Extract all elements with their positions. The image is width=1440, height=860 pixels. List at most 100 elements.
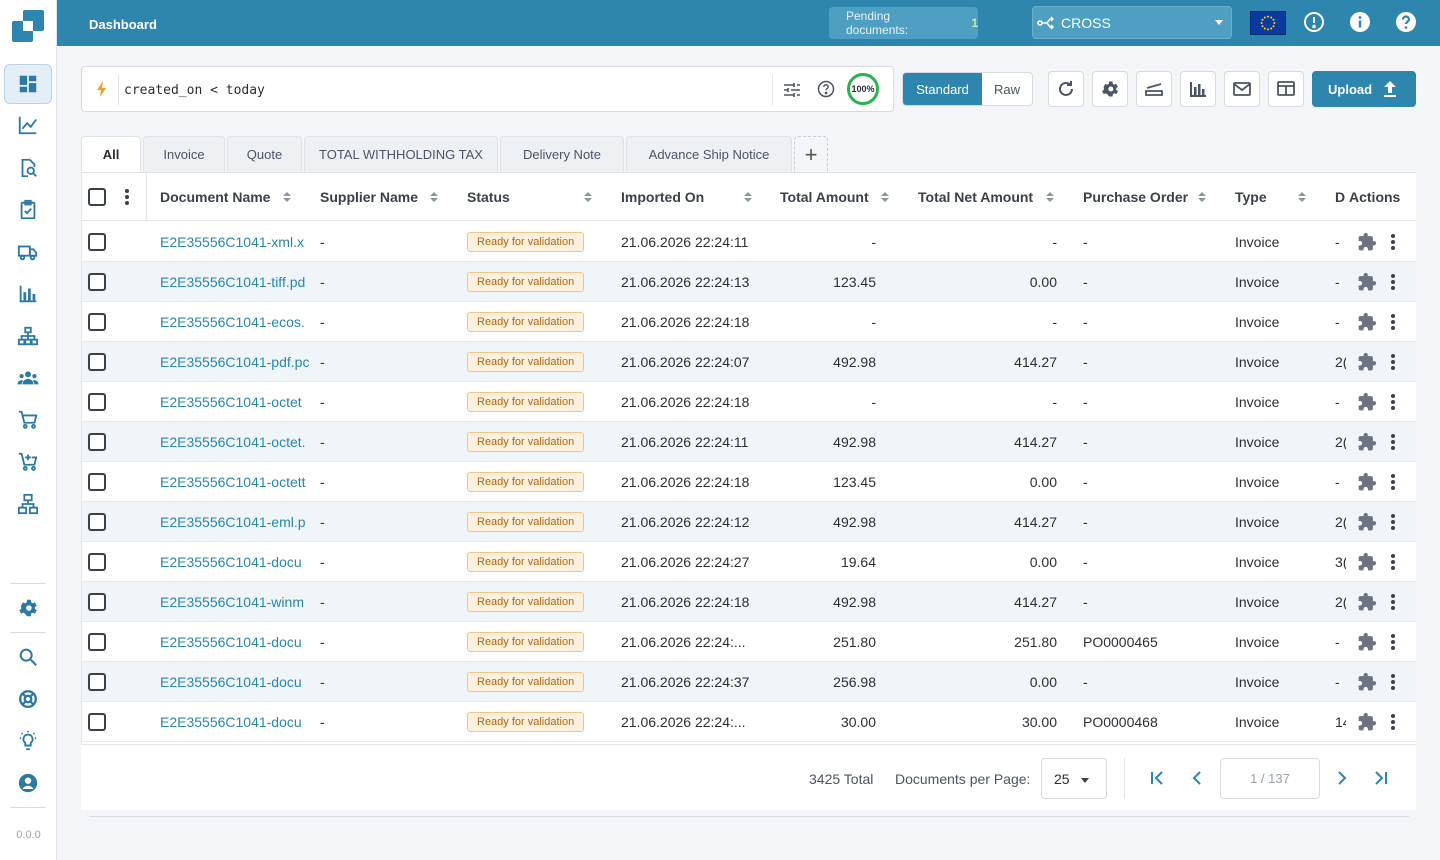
document-name-link[interactable]: E2E35556C1041-octett: [160, 474, 306, 490]
nav-ideas[interactable]: [4, 721, 52, 761]
sort-icon[interactable]: [584, 192, 592, 202]
document-name-link[interactable]: E2E35556C1041-docu: [160, 674, 302, 690]
row-checkbox[interactable]: [88, 433, 106, 451]
nav-validation[interactable]: [4, 190, 52, 230]
table-row[interactable]: E2E35556C1041-docu - Ready for validation 2…: [82, 622, 1416, 662]
row-menu-button[interactable]: [1391, 434, 1395, 450]
row-menu-button[interactable]: [1391, 594, 1395, 610]
document-name-link[interactable]: E2E35556C1041-docu: [160, 634, 302, 650]
extension-icon[interactable]: [1357, 592, 1377, 612]
document-name-link[interactable]: E2E35556C1041-eml.p: [160, 514, 306, 530]
table-row[interactable]: E2E35556C1041-docu - Ready for validation 2…: [82, 542, 1416, 582]
row-menu-button[interactable]: [1391, 554, 1395, 570]
document-name-link[interactable]: E2E35556C1041-tiff.pd: [160, 274, 306, 290]
col-purchase-order[interactable]: Purchase Order: [1083, 189, 1189, 205]
add-tab-button[interactable]: +: [794, 136, 828, 172]
next-page-icon[interactable]: [1332, 768, 1352, 788]
query-input[interactable]: [124, 77, 764, 103]
row-checkbox[interactable]: [88, 673, 106, 691]
extension-icon[interactable]: [1357, 552, 1377, 572]
row-checkbox[interactable]: [88, 513, 106, 531]
sort-icon[interactable]: [881, 192, 889, 202]
sort-icon[interactable]: [430, 192, 438, 202]
nav-document-search[interactable]: [4, 148, 52, 188]
table-row[interactable]: E2E35556C1041-octett - Ready for validatio…: [82, 462, 1416, 502]
filter-settings-icon[interactable]: [782, 80, 802, 100]
col-d[interactable]: D: [1335, 189, 1346, 205]
extension-icon[interactable]: [1357, 392, 1377, 412]
col-type[interactable]: Type: [1235, 189, 1267, 205]
per-page-select[interactable]: 25: [1041, 758, 1107, 799]
extension-icon[interactable]: [1357, 432, 1377, 452]
sort-icon[interactable]: [1298, 192, 1306, 202]
col-total-net-amount[interactable]: Total Net Amount: [918, 189, 1034, 205]
row-menu-button[interactable]: [1391, 634, 1395, 650]
info-icon[interactable]: [1349, 11, 1371, 33]
sort-icon[interactable]: [1198, 192, 1206, 202]
extension-icon[interactable]: [1357, 232, 1377, 252]
row-menu-button[interactable]: [1391, 354, 1395, 370]
sort-icon[interactable]: [1046, 192, 1054, 202]
tab-advance-ship-notice[interactable]: Advance Ship Notice: [626, 136, 792, 172]
document-name-link[interactable]: E2E35556C1041-docu: [160, 714, 302, 730]
row-checkbox[interactable]: [88, 633, 106, 651]
tab-delivery-note[interactable]: Delivery Note: [500, 136, 624, 172]
col-status[interactable]: Status: [467, 189, 510, 205]
alert-icon[interactable]: [1303, 11, 1325, 33]
table-row[interactable]: E2E35556C1041-ecos. - Ready for validation…: [82, 302, 1416, 342]
scanner-button[interactable]: [1136, 71, 1172, 107]
extension-icon[interactable]: [1357, 472, 1377, 492]
nav-users[interactable]: [4, 358, 52, 398]
page-indicator[interactable]: 1 / 137: [1220, 758, 1320, 799]
select-all-checkbox[interactable]: [88, 188, 106, 206]
last-page-icon[interactable]: [1371, 768, 1391, 788]
tab-quote[interactable]: Quote: [227, 136, 302, 172]
tenant-select[interactable]: CROSS: [1032, 6, 1232, 39]
row-checkbox[interactable]: [88, 233, 106, 251]
document-name-link[interactable]: E2E35556C1041-xml.x: [160, 234, 304, 250]
help-outline-icon[interactable]: [817, 80, 835, 98]
document-name-link[interactable]: E2E35556C1041-ecos.: [160, 314, 305, 330]
column-menu-button[interactable]: [125, 189, 129, 205]
extension-icon[interactable]: [1357, 312, 1377, 332]
row-menu-button[interactable]: [1391, 314, 1395, 330]
extension-icon[interactable]: [1357, 512, 1377, 532]
document-name-link[interactable]: E2E35556C1041-octet.: [160, 434, 306, 450]
extension-icon[interactable]: [1357, 352, 1377, 372]
row-checkbox[interactable]: [88, 313, 106, 331]
table-row[interactable]: E2E35556C1041-pdf.pc - Ready for validatio…: [82, 342, 1416, 382]
document-name-link[interactable]: E2E35556C1041-octet: [160, 394, 302, 410]
nav-delivery[interactable]: [4, 232, 52, 272]
raw-mode-button[interactable]: Raw: [993, 81, 1020, 97]
row-menu-button[interactable]: [1391, 474, 1395, 490]
row-menu-button[interactable]: [1391, 674, 1395, 690]
table-row[interactable]: E2E35556C1041-tiff.pd - Ready for validati…: [82, 262, 1416, 302]
row-checkbox[interactable]: [88, 473, 106, 491]
table-row[interactable]: E2E35556C1041-docu - Ready for validation 2…: [82, 702, 1416, 742]
row-checkbox[interactable]: [88, 713, 106, 731]
row-checkbox[interactable]: [88, 593, 106, 611]
tab-all[interactable]: All: [81, 136, 141, 172]
mail-button[interactable]: [1224, 71, 1260, 107]
table-row[interactable]: E2E35556C1041-docu - Ready for validation 2…: [82, 662, 1416, 702]
col-total-amount[interactable]: Total Amount: [780, 189, 869, 205]
col-supplier-name[interactable]: Supplier Name: [320, 189, 419, 205]
table-row[interactable]: E2E35556C1041-octet. - Ready for validatio…: [82, 422, 1416, 462]
sort-icon[interactable]: [283, 192, 291, 202]
sort-icon[interactable]: [744, 192, 752, 202]
upload-button[interactable]: Upload: [1312, 71, 1416, 107]
help-icon[interactable]: [1395, 11, 1417, 33]
first-page-icon[interactable]: [1147, 768, 1167, 788]
col-imported-on[interactable]: Imported On: [621, 189, 705, 205]
pending-documents-badge[interactable]: Pending documents: 1: [829, 7, 978, 39]
row-checkbox[interactable]: [88, 273, 106, 291]
nav-network[interactable]: [4, 484, 52, 524]
table-row[interactable]: E2E35556C1041-octet - Ready for validation…: [82, 382, 1416, 422]
nav-account[interactable]: [4, 763, 52, 803]
nav-add-to-cart[interactable]: [4, 442, 52, 482]
previous-page-icon[interactable]: [1187, 768, 1207, 788]
eu-flag-icon[interactable]: [1250, 11, 1286, 35]
nav-reports[interactable]: [4, 274, 52, 314]
nav-organization[interactable]: [4, 316, 52, 356]
extension-icon[interactable]: [1357, 272, 1377, 292]
